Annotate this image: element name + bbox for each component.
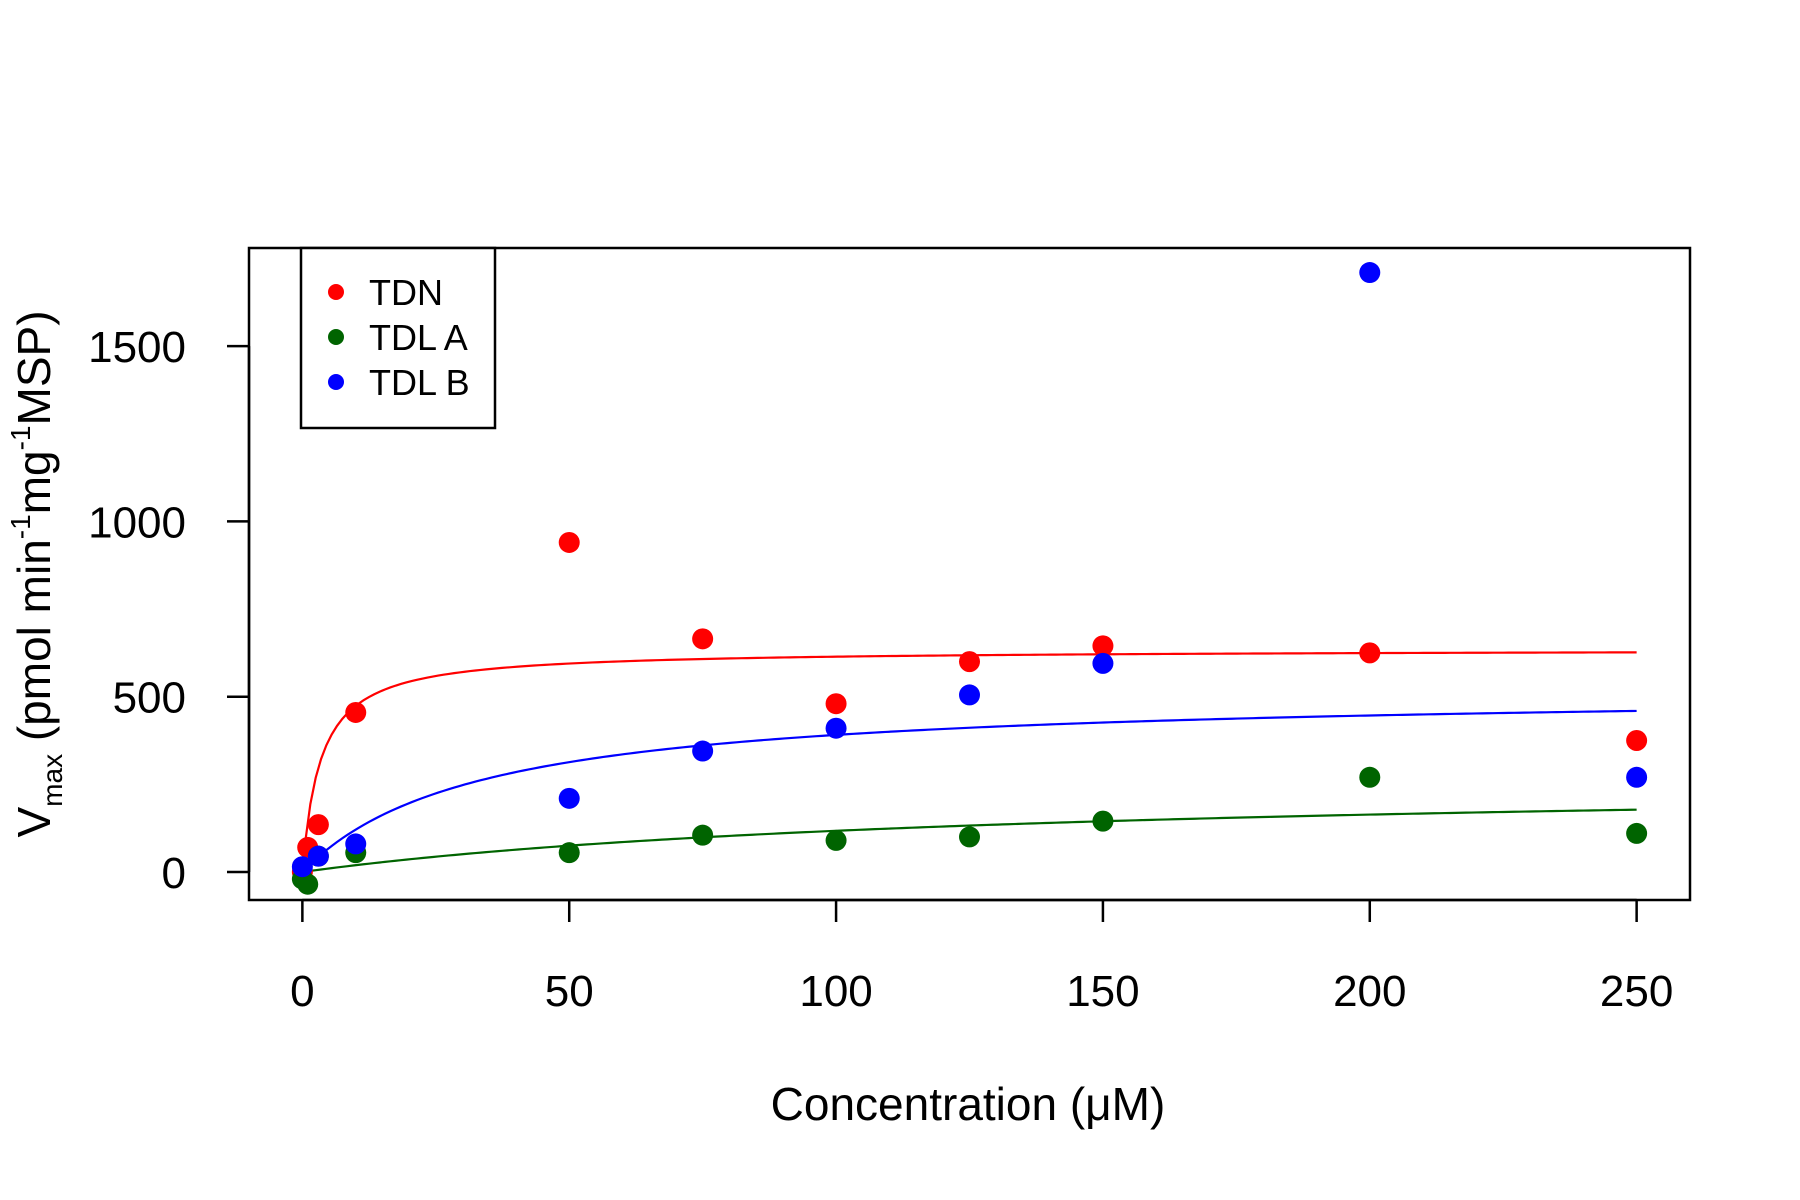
point-2-8: [1359, 262, 1381, 284]
fit-curve-1: [304, 808, 1637, 873]
y-axis-title: Vmax (pmol min-1mg-1MSP): [5, 310, 68, 837]
y-axis-title-sup1: -1: [5, 514, 36, 539]
legend-marker-0: [328, 284, 344, 300]
y-axis-title-sup2: -1: [5, 425, 36, 450]
point-1-6: [825, 829, 847, 851]
point-2-6: [959, 684, 980, 706]
point-2-4: [692, 740, 714, 762]
point-0-9: [1359, 642, 1381, 664]
point-1-7: [959, 826, 980, 848]
point-1-10: [1626, 822, 1648, 844]
y-axis-title-part1: (pmol min: [8, 539, 60, 754]
point-0-6: [825, 693, 847, 715]
y-axis-title-sub: max: [37, 754, 68, 807]
point-0-3: [345, 701, 367, 723]
y-tick-label-1: 500: [113, 674, 186, 723]
legend-marker-1: [328, 329, 344, 345]
x-axis: 0 50 100 150 200 250: [290, 898, 1673, 1016]
data-points: [291, 262, 1648, 895]
legend-label-2: TDL B: [369, 362, 470, 403]
point-0-4: [558, 531, 580, 553]
point-2-5: [825, 717, 847, 739]
legend-label-1: TDL A: [369, 317, 468, 358]
y-tick-label-0: 0: [162, 849, 186, 898]
point-1-1: [297, 873, 319, 895]
x-tick-label-4: 200: [1333, 967, 1406, 1016]
x-tick-label-3: 150: [1066, 967, 1139, 1016]
y-axis: 0 500 1000 1500: [88, 323, 251, 898]
legend-label-0: TDN: [369, 272, 443, 313]
fit-curve-0: [303, 651, 1637, 844]
x-tick-label-2: 100: [799, 967, 872, 1016]
y-axis-title-part2: mg: [8, 450, 60, 514]
y-tick-label-3: 1500: [88, 323, 186, 372]
point-1-4: [558, 842, 580, 864]
point-2-0: [291, 856, 313, 878]
point-2-2: [345, 833, 367, 855]
y-tick-label-2: 1000: [88, 498, 186, 547]
point-1-9: [1359, 766, 1381, 788]
point-1-8: [1092, 810, 1114, 832]
point-0-7: [959, 651, 980, 673]
x-axis-title: Concentration (μM): [771, 1078, 1166, 1130]
y-axis-title-part3: MSP): [8, 310, 60, 425]
point-1-5: [692, 824, 714, 846]
y-axis-title-v: V: [8, 807, 60, 838]
x-tick-label-5: 250: [1600, 967, 1673, 1016]
point-2-7: [1092, 652, 1114, 674]
point-2-1: [307, 845, 329, 867]
point-2-9: [1626, 766, 1648, 788]
fit-curve-2: [304, 709, 1637, 871]
point-0-10: [1626, 730, 1648, 752]
point-0-5: [692, 628, 714, 650]
legend-marker-2: [328, 374, 344, 390]
x-tick-label-1: 50: [545, 967, 594, 1016]
point-0-8: [1092, 635, 1114, 657]
point-2-3: [558, 787, 580, 809]
x-tick-label-0: 0: [290, 967, 314, 1016]
point-0-2: [307, 814, 329, 836]
